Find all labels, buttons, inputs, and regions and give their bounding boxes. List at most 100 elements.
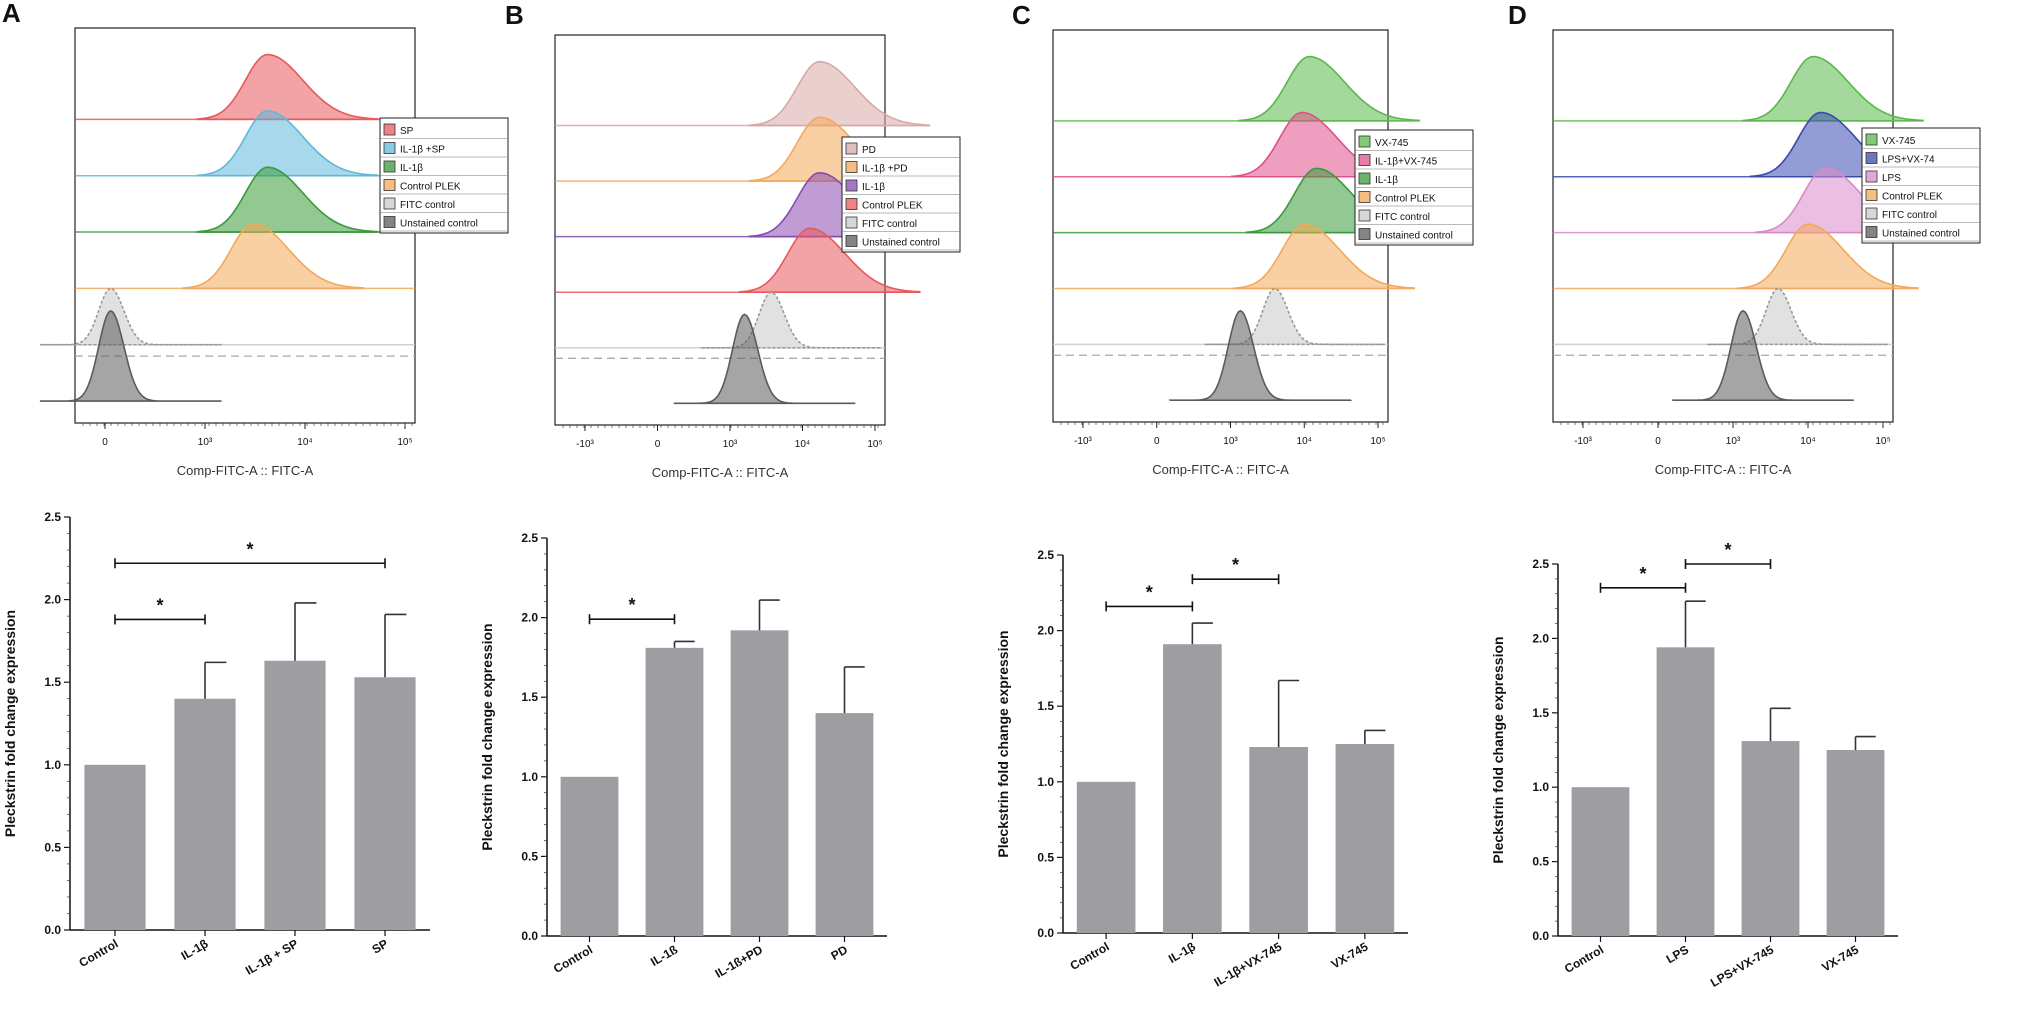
y-tick-label: 2.5 <box>521 531 538 545</box>
category-label: Control <box>77 936 121 969</box>
legend-label: Control PLEK <box>1882 192 1943 203</box>
legend-swatch <box>1358 154 1371 166</box>
legend-swatch <box>1865 189 1878 201</box>
y-tick-label: 2.0 <box>521 611 538 625</box>
y-tick-label: 0.0 <box>1532 929 1549 943</box>
bar-chart-panel: 0.0 0.5 1.0 1.5 2.0 2.5 Pleckstrin fold change… <box>2 510 430 978</box>
histogram-curve <box>673 313 856 405</box>
histogram-tick-label: 10⁵ <box>1370 436 1385 447</box>
legend-label: IL-1β <box>1375 175 1398 186</box>
legend-swatch <box>845 235 858 247</box>
y-tick-label: 2.5 <box>1037 548 1054 562</box>
y-tick-label: 0.0 <box>521 929 538 943</box>
bar <box>174 698 236 930</box>
category-label: Control <box>1068 939 1112 972</box>
legend-swatch <box>1865 152 1878 164</box>
legend-label: PD <box>862 145 876 156</box>
category-label: IL-1ß+PD <box>713 942 766 980</box>
legend-label: Unstained control <box>862 238 940 249</box>
category-label: SP <box>370 936 391 956</box>
y-tick-label: 1.0 <box>1532 780 1549 794</box>
histogram-curve <box>1737 223 1919 290</box>
significance-star: * <box>628 595 635 615</box>
histogram-tick-label: 10⁴ <box>795 439 810 450</box>
significance-star: * <box>156 595 163 615</box>
legend-label: SP <box>400 126 414 137</box>
legend-label: LPS <box>1882 173 1901 184</box>
legend-label: FITC control <box>400 200 455 211</box>
legend-label: FITC control <box>1375 212 1430 223</box>
significance-star: * <box>1146 582 1153 602</box>
legend-label: IL-1β <box>400 163 423 174</box>
legend-swatch <box>1358 135 1371 148</box>
legend-swatch <box>383 179 396 191</box>
y-axis-label: Pleckstrin fold change expression <box>995 630 1011 857</box>
legend-label: Control PLEK <box>862 201 923 212</box>
legend-label: IL-1β <box>862 182 885 193</box>
y-tick-label: 0.5 <box>521 849 538 863</box>
legend-swatch <box>845 198 858 210</box>
bar <box>1249 747 1308 933</box>
legend-swatch <box>1358 191 1371 203</box>
legend-swatch <box>383 142 396 154</box>
bar <box>1826 750 1885 936</box>
legend-label: VX-745 <box>1375 138 1409 149</box>
legend-swatch <box>1865 170 1878 183</box>
legend-swatch <box>1358 209 1371 222</box>
legend-swatch <box>1865 226 1878 238</box>
legend-swatch <box>383 216 396 228</box>
legend-swatch <box>383 197 396 210</box>
category-label: PD <box>829 942 851 963</box>
category-label: IL-1β + SP <box>243 936 301 977</box>
y-tick-label: 0.5 <box>1037 850 1054 864</box>
bar <box>84 764 146 930</box>
histogram-tick-label: 10⁴ <box>1800 436 1815 447</box>
bar <box>1163 644 1222 933</box>
y-tick-label: 1.0 <box>44 758 61 772</box>
histogram-curve <box>1742 55 1924 122</box>
bar <box>645 647 704 936</box>
y-tick-label: 1.0 <box>521 770 538 784</box>
y-axis-label: Pleckstrin fold change expression <box>1490 636 1506 863</box>
panel-letter-a: A <box>2 0 21 28</box>
y-tick-label: 1.5 <box>1532 706 1549 720</box>
legend-swatch <box>1865 133 1878 146</box>
histogram-tick-label: 10³ <box>198 437 213 448</box>
legend-label: Control PLEK <box>1375 194 1436 205</box>
histogram-curve <box>182 222 364 290</box>
y-tick-label: 2.0 <box>1532 631 1549 645</box>
category-label: IL-1β+VX-745 <box>1212 939 1285 989</box>
histogram-curve <box>39 287 222 346</box>
legend-swatch <box>1865 207 1878 220</box>
histogram-curve <box>748 60 931 127</box>
bar-chart-panel: 0.0 0.5 1.0 1.5 2.0 2.5 Pleckstrin fold change… <box>1490 540 1898 990</box>
histogram-tick-label: 10³ <box>1726 436 1741 447</box>
histogram-tick-label: 0 <box>1655 436 1661 447</box>
y-tick-label: 2.5 <box>44 510 61 524</box>
bar <box>1656 647 1715 936</box>
significance-star: * <box>1639 564 1646 584</box>
legend-label: FITC control <box>1882 210 1937 221</box>
y-tick-label: 0.0 <box>44 923 61 937</box>
legend-swatch <box>845 179 858 192</box>
legend-label: LPS+VX-74 <box>1882 155 1935 166</box>
y-tick-label: 2.5 <box>1532 557 1549 571</box>
legend-label: IL-1β +PD <box>862 164 908 175</box>
panel-letter-b: B <box>505 0 524 30</box>
category-label: LPS+VX-745 <box>1708 942 1776 989</box>
y-tick-label: 0.5 <box>44 840 61 854</box>
histogram-tick-label: 10⁵ <box>867 439 882 450</box>
histogram-tick-label: -10³ <box>1074 436 1092 447</box>
bar <box>815 713 874 936</box>
bar <box>1741 741 1800 936</box>
histogram-x-axis-label: Comp-FITC-A :: FITC-A <box>652 465 789 480</box>
histogram-curve <box>1168 309 1352 402</box>
legend-label: FITC control <box>862 219 917 230</box>
histogram-tick-label: 10⁴ <box>297 437 312 448</box>
histogram-curve <box>39 309 222 402</box>
histogram-tick-label: 10³ <box>1223 436 1238 447</box>
legend-swatch <box>845 216 858 229</box>
